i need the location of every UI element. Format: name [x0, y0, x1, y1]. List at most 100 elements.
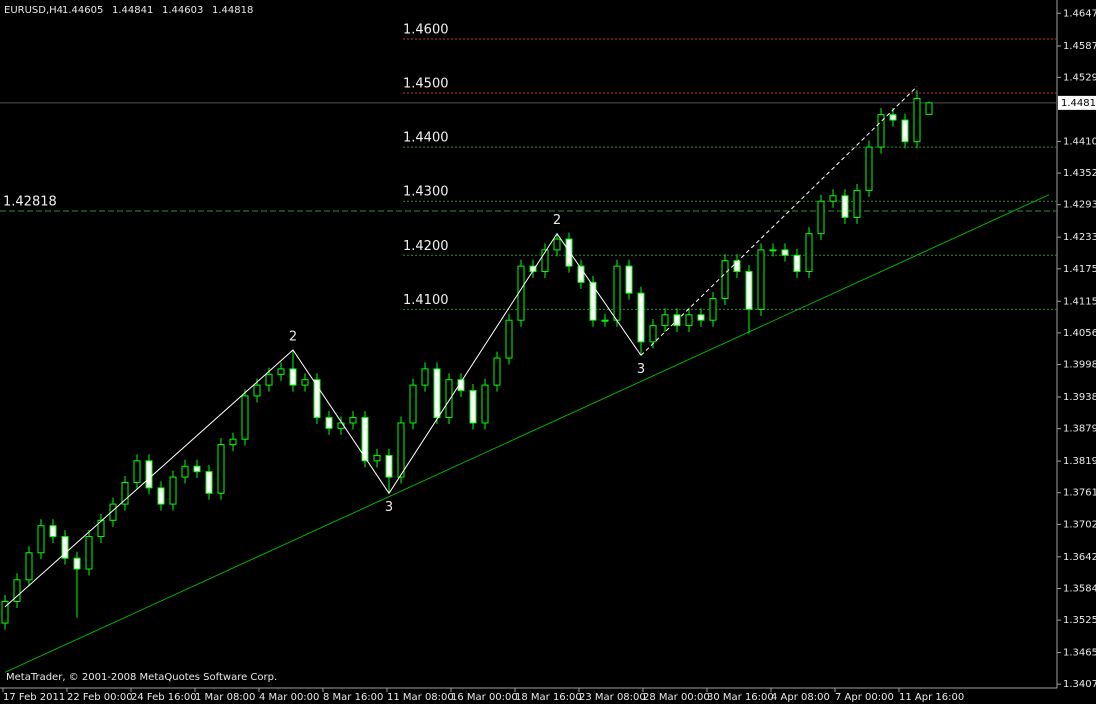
x-tick-label: 16 Mar 00:00: [451, 692, 518, 703]
candle-body: [925, 102, 933, 115]
header-value: 1.44818: [212, 5, 253, 16]
candle-body: [733, 260, 741, 273]
x-tick-label: 23 Mar 08:00: [579, 692, 646, 703]
candle-body: [853, 189, 861, 218]
y-tick-label: 1.46475: [1063, 8, 1096, 19]
y-tick-label: 1.40565: [1063, 328, 1096, 339]
y-tick-label: 1.44105: [1063, 136, 1096, 147]
trendline: [4, 194, 1050, 673]
candle-body: [613, 265, 621, 321]
y-tick-label: 1.43520: [1063, 168, 1096, 179]
price-level-label: 1.4300: [403, 185, 449, 200]
x-tick-label: 24 Feb 16:00: [131, 692, 197, 703]
y-tick-label: 1.38195: [1063, 456, 1096, 467]
x-tick-label: 18 Mar 16:00: [515, 692, 582, 703]
candle-body: [481, 384, 489, 424]
header-value: 1.44841: [112, 5, 153, 16]
candle-body: [37, 525, 45, 554]
candle-body: [97, 519, 105, 538]
candle-body: [301, 379, 309, 386]
candle-body: [817, 200, 825, 235]
candle-body: [589, 281, 597, 321]
x-tick-label: 17 Feb 2011: [3, 692, 65, 703]
candle-body: [85, 536, 93, 570]
y-tick-label: 1.35255: [1063, 615, 1096, 626]
wave-line: [4, 232, 642, 608]
candle-body: [25, 552, 33, 581]
candle-body: [61, 536, 69, 559]
candle-body: [781, 249, 789, 256]
candle-body: [289, 368, 297, 386]
candle-body: [13, 579, 21, 602]
x-tick-label: 28 Mar 00:00: [643, 692, 710, 703]
candle-body: [877, 114, 885, 148]
y-tick-label: 1.39980: [1063, 360, 1096, 371]
footer: MetaTrader, © 2001-2008 MetaQuotes Softw…: [6, 672, 277, 683]
wave-label: 3: [637, 362, 645, 377]
candle-body: [325, 417, 333, 429]
candle-body: [145, 460, 153, 489]
candle-body: [169, 476, 177, 505]
horizontal-line-label: 1.42818: [3, 195, 57, 210]
candle-body: [553, 238, 561, 251]
candle-body: [409, 384, 417, 424]
candle-body: [421, 368, 429, 386]
candle-body: [505, 319, 513, 359]
x-tick-label: 7 Apr 00:00: [835, 692, 894, 703]
candle-body: [433, 368, 441, 419]
y-tick-label: 1.39380: [1063, 392, 1096, 403]
candle-body: [265, 373, 273, 386]
y-tick-label: 1.45870: [1063, 41, 1096, 52]
candle-body: [721, 260, 729, 300]
candle-body: [313, 379, 321, 419]
candle-body: [493, 357, 501, 386]
y-tick-label: 1.34655: [1063, 648, 1096, 659]
candle-body: [385, 454, 393, 478]
price-level-label: 1.4100: [403, 293, 449, 308]
candle-body: [277, 368, 285, 375]
y-tick-label: 1.37025: [1063, 519, 1096, 530]
y-tick-label: 1.45290: [1063, 72, 1096, 83]
candle-body: [193, 465, 201, 473]
candle-body: [889, 114, 897, 121]
symbol: EURUSD,H4: [4, 5, 63, 16]
candle-body: [793, 254, 801, 273]
candle-body: [349, 417, 357, 424]
candle-body: [253, 384, 261, 397]
candle-body: [637, 292, 645, 343]
x-tick-label: 30 Mar 16:00: [707, 692, 774, 703]
candle-body: [457, 379, 465, 392]
candle-body: [181, 465, 189, 478]
wave-label: 2: [289, 329, 297, 344]
y-tick-label: 1.34070: [1063, 679, 1096, 690]
candle-body: [805, 233, 813, 273]
candle-body: [361, 417, 369, 462]
candle-body: [841, 195, 849, 218]
candle-body: [745, 271, 753, 310]
price-level-label: 1.4500: [403, 77, 449, 92]
x-tick-label: 22 Feb 00:00: [67, 692, 133, 703]
x-tick-label: 8 Mar 16:00: [323, 692, 383, 703]
candle-body: [865, 146, 873, 191]
candle-body: [121, 481, 129, 505]
candle-body: [133, 460, 141, 483]
candle-body: [1, 600, 9, 624]
price-level-label: 1.4200: [403, 239, 449, 254]
candle-body: [241, 395, 249, 440]
candle-body: [697, 314, 705, 321]
candle-body: [685, 314, 693, 327]
candle-body: [73, 557, 81, 570]
y-tick-label: 1.35840: [1063, 583, 1096, 594]
wave-label: 2: [553, 213, 561, 228]
y-tick-label: 1.38795: [1063, 424, 1096, 435]
candle-body: [601, 319, 609, 322]
x-tick-label: 4 Mar 00:00: [259, 692, 319, 703]
bid-box: [1058, 95, 1096, 110]
candle-body: [913, 97, 921, 143]
y-tick-label: 1.41750: [1063, 264, 1096, 275]
candle-body: [373, 454, 381, 462]
y-tick-label: 1.37610: [1063, 488, 1096, 499]
